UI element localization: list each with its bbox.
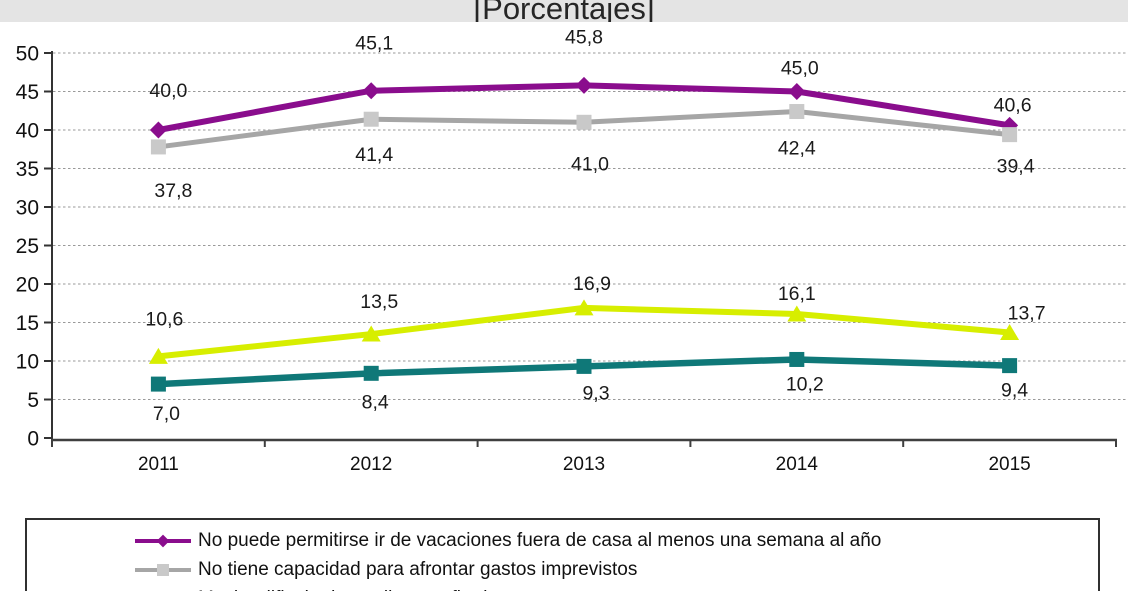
data-point-square <box>789 351 805 367</box>
y-axis-tick-label: 10 <box>16 351 39 374</box>
data-label: 16,9 <box>573 273 611 295</box>
legend: No puede permitirse ir de vacaciones fue… <box>25 518 1100 591</box>
y-axis-tick-label: 5 <box>27 389 39 412</box>
data-point-square <box>150 139 166 155</box>
data-point-triangle <box>361 325 381 342</box>
chart-title-band: [Porcentajes] <box>0 0 1128 22</box>
legend-square-marker-icon <box>135 561 191 579</box>
data-label: 41,4 <box>355 144 393 166</box>
data-point-triangle <box>1000 324 1020 341</box>
y-axis-tick-label: 40 <box>16 120 39 143</box>
y-axis-tick-label: 50 <box>16 43 39 66</box>
x-axis-category-label: 2015 <box>988 454 1030 475</box>
data-point-square <box>789 104 805 120</box>
data-label: 10,2 <box>786 373 824 395</box>
line-chart-plot-area: 0 5 10 15 20 25 30 35 40 45 50 2011 2012 2013 2014 2015… <box>16 26 1128 475</box>
data-point-square <box>150 376 166 392</box>
data-label: 42,4 <box>778 138 816 160</box>
data-point-diamond <box>149 121 167 139</box>
data-label: 13,7 <box>1008 303 1046 325</box>
data-point-triangle <box>574 299 594 316</box>
y-axis-tick-label: 20 <box>16 274 39 297</box>
x-axis-category-label: 2011 <box>138 454 179 475</box>
data-label: 41,0 <box>571 153 609 175</box>
data-label: 10,6 <box>145 308 183 330</box>
x-axis-category-label: 2013 <box>563 454 605 475</box>
y-axis-tick-label: 0 <box>27 428 39 451</box>
data-point-square <box>1002 358 1018 374</box>
data-point-diamond <box>788 83 806 100</box>
data-label: 13,5 <box>360 291 398 313</box>
data-point-triangle <box>787 305 807 322</box>
data-label: 39,4 <box>997 156 1035 178</box>
y-axis-tick-label: 30 <box>16 197 39 220</box>
data-point-diamond <box>575 76 593 94</box>
legend-item-label: No puede permitirse ir de vacaciones fue… <box>198 529 882 551</box>
data-label: 16,1 <box>778 283 816 305</box>
legend-item: Mucha dificultad para llegar a fin de me… <box>27 584 1098 591</box>
data-point-triangle <box>148 347 168 364</box>
y-axis-tick-label: 25 <box>16 235 39 258</box>
legend-item: No tiene capacidad para afrontar gastos … <box>27 555 1098 584</box>
chart-title: [Porcentajes] <box>473 0 655 22</box>
legend-diamond-marker-icon <box>135 532 191 550</box>
legend-item-label: No tiene capacidad para afrontar gastos … <box>198 558 638 580</box>
data-point-diamond <box>1001 116 1019 134</box>
data-point-diamond <box>362 82 380 100</box>
data-label: 40,6 <box>994 94 1032 116</box>
data-label: 37,8 <box>154 180 192 202</box>
data-point-square <box>576 114 592 130</box>
data-point-square <box>363 111 379 127</box>
legend-item-label: Mucha dificultad para llegar a fin de me… <box>198 588 539 591</box>
data-label: 7,0 <box>153 403 180 425</box>
data-point-square <box>1002 127 1018 143</box>
y-axis-tick-label: 35 <box>16 158 39 181</box>
data-label: 45,1 <box>355 33 393 55</box>
data-point-square <box>363 365 379 381</box>
data-label: 45,8 <box>565 26 603 48</box>
data-label: 8,4 <box>362 391 389 413</box>
y-axis-tick-label: 15 <box>16 312 39 335</box>
x-axis-category-label: 2014 <box>776 454 819 475</box>
data-label: 45,0 <box>781 58 819 80</box>
legend-item: No puede permitirse ir de vacaciones fue… <box>27 526 1098 555</box>
data-label: 9,4 <box>1001 380 1028 402</box>
x-axis-category-label: 2012 <box>350 454 392 475</box>
data-label: 9,3 <box>582 382 609 404</box>
data-point-square <box>576 358 592 374</box>
y-axis-tick-label: 45 <box>16 81 39 104</box>
data-label: 40,0 <box>149 80 187 102</box>
